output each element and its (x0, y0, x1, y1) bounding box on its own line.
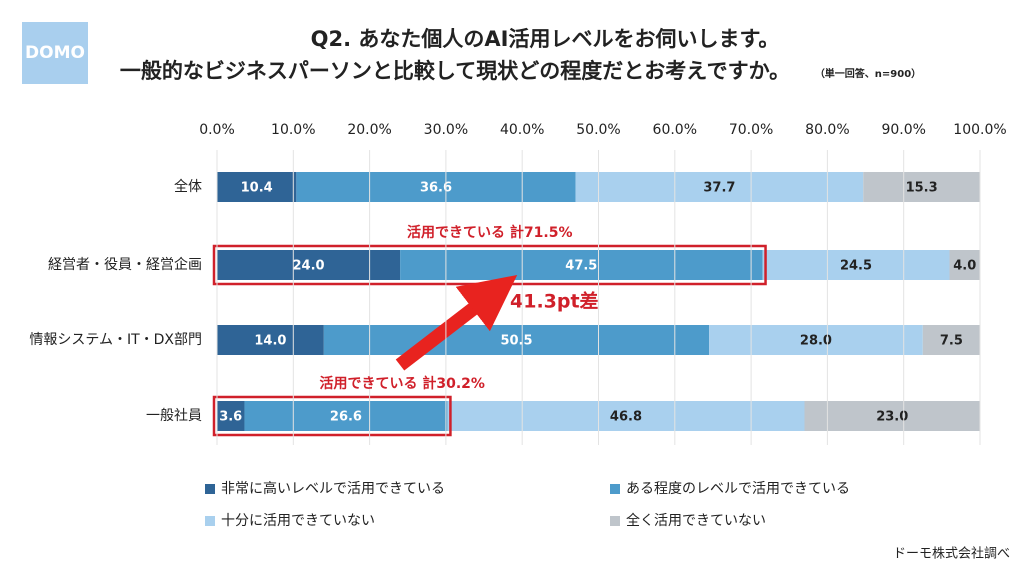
value-label: 46.8 (610, 410, 642, 425)
value-label: 4.0 (953, 259, 976, 274)
x-tick-label: 60.0% (653, 122, 697, 138)
bar-segment (863, 172, 980, 202)
legend-label: 全く活用できていない (626, 512, 766, 529)
x-tick-label: 50.0% (576, 122, 620, 138)
bar-segment (296, 172, 576, 202)
value-label: 14.0 (254, 334, 286, 349)
bar-segment (575, 172, 864, 202)
note: （単一回答、n=900） (815, 67, 921, 80)
chart-title: Q2. あなた個人のAI活用レベルをお伺いします。 (311, 27, 780, 51)
legend-label: 非常に高いレベルで活用できている (221, 480, 445, 497)
value-label: 7.5 (940, 334, 963, 349)
arrow (395, 274, 518, 371)
bar-segment (709, 325, 923, 355)
legend-label: ある程度のレベルで活用できている (626, 481, 850, 497)
bar-segment (447, 401, 805, 431)
highlight-box (212, 395, 452, 437)
difference-label: 41.3pt差 (510, 290, 599, 313)
value-label: 37.7 (703, 181, 735, 196)
x-tick-label: 30.0% (424, 122, 468, 138)
logo: DOMO (25, 43, 85, 63)
chart-subtitle: 一般的なビジネスパーソンと比較して現状どの程度だとお考えですか。 (120, 59, 790, 83)
value-label: 24.0 (293, 259, 325, 274)
y-tick-label: 一般社員 (146, 408, 202, 424)
value-label: 23.0 (876, 410, 908, 425)
legend-label: 十分に活用できていない (221, 513, 375, 529)
legend-swatch (205, 516, 215, 526)
y-tick-label: 情報システム・IT・DX部門 (29, 332, 202, 348)
source: ドーモ株式会社調べ (893, 546, 1010, 562)
value-label: 15.3 (906, 181, 938, 196)
value-label: 28.0 (800, 334, 832, 349)
bar-segment (217, 325, 324, 355)
value-label: 36.6 (420, 181, 452, 196)
legend-swatch (205, 484, 215, 494)
legend-swatch (610, 484, 620, 494)
value-label: 24.5 (840, 259, 872, 274)
x-tick-label: 100.0% (953, 122, 1006, 138)
x-tick-label: 40.0% (500, 122, 544, 138)
x-tick-label: 20.0% (347, 122, 391, 138)
x-tick-label: 90.0% (881, 122, 925, 138)
bar-segment (217, 401, 245, 431)
highlight-label: 活用できている 計71.5% (407, 224, 572, 241)
value-label: 47.5 (565, 259, 597, 274)
value-label: 10.4 (241, 181, 273, 196)
value-label: 26.6 (330, 410, 362, 425)
highlight-label: 活用できている 計30.2% (319, 375, 484, 392)
y-tick-label: 全体 (174, 178, 202, 195)
x-tick-label: 0.0% (199, 122, 235, 138)
legend-swatch (610, 516, 620, 526)
bar-segment (217, 172, 297, 202)
x-tick-label: 80.0% (805, 122, 849, 138)
y-tick-label: 経営者・役員・経営企画 (48, 256, 202, 273)
bar-segment (804, 401, 980, 431)
value-label: 3.6 (219, 410, 242, 425)
bar-segment (244, 401, 448, 431)
bar-segment (922, 325, 980, 355)
logo-box (22, 22, 88, 84)
bar-segment (949, 250, 980, 280)
x-tick-label: 70.0% (729, 122, 773, 138)
value-label: 50.5 (500, 334, 532, 349)
x-tick-label: 10.0% (271, 122, 315, 138)
bar-segment (762, 250, 950, 280)
